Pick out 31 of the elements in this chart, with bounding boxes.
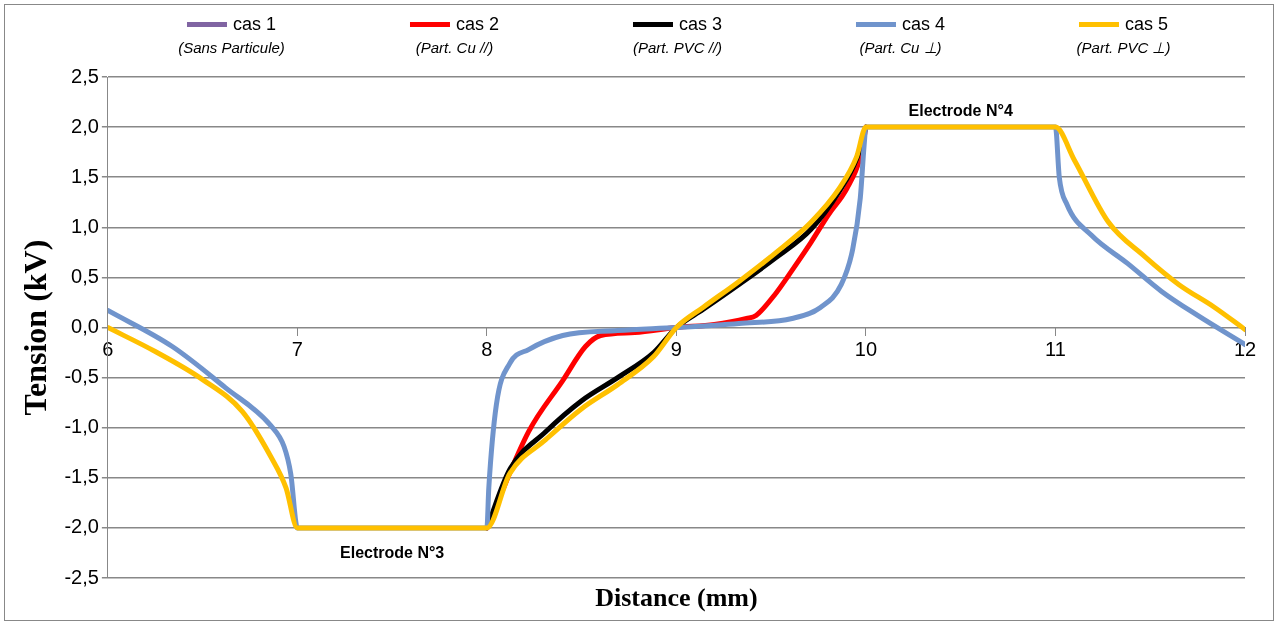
y-tick-label: 0,5 [71,264,99,287]
text: (Part. Cu ⊥) [859,38,942,56]
legend-label: cas 3 [678,13,723,34]
x-tick-label: 9 [670,338,682,361]
text: (Part. PVC ⊥) [1076,38,1171,56]
text: (Sans Particule) [178,38,285,56]
x-axis-title: Distance (mm) [595,582,758,612]
y-tick-label: -2,5 [64,565,99,588]
text: (Part. Cu //) [415,38,494,56]
y-tick-label: 0,0 [71,315,99,338]
y-axis-title: Tension (kV) [17,239,54,416]
y-tick-label: -1,5 [64,465,99,488]
annotation: Electrode N°4 [908,101,1013,119]
y-tick-label: -1,0 [64,415,99,438]
x-tick-label: 12 [1233,338,1257,361]
y-tick-label: -2,0 [64,515,99,538]
x-tick-label: 7 [291,338,303,361]
legend-label: cas 1 [232,13,277,34]
legend-label: cas 4 [901,13,946,34]
legend-label: cas 5 [1124,13,1169,34]
y-tick-label: -0,5 [64,365,99,388]
y-tick-label: 2,0 [71,114,99,137]
y-tick-label: 1,5 [71,164,99,187]
y-tick-label: 2,5 [71,64,99,87]
x-tick-label: 10 [854,338,878,361]
x-tick-label: 8 [481,338,493,361]
text: (Part. PVC //) [632,38,723,56]
legend-label: cas 2 [455,13,500,34]
annotation: Electrode N°3 [340,544,445,562]
y-tick-label: 1,0 [71,214,99,237]
x-tick-label: 11 [1045,338,1066,361]
